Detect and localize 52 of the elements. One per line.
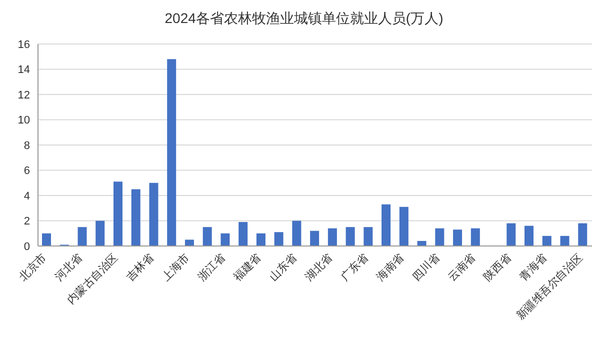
- bar: [382, 204, 391, 246]
- y-tick-label: 10: [18, 114, 30, 127]
- bar: [167, 59, 176, 246]
- bar: [149, 182, 158, 246]
- x-tick-label: 福建省: [230, 250, 264, 284]
- x-tick-label: 广东省: [338, 250, 371, 284]
- y-tick-label: 12: [18, 89, 30, 102]
- bar: [256, 233, 266, 246]
- bar: [292, 220, 302, 246]
- x-tick-label: 陕西省: [481, 250, 514, 284]
- x-tick-label: 吉林省: [124, 250, 156, 284]
- y-tick-label: 8: [24, 140, 30, 152]
- bar: [560, 236, 570, 246]
- chart-title: 2024各省农林牧渔业城镇单位就业人员(万人): [164, 9, 444, 28]
- bar: [238, 222, 248, 246]
- x-tick-label: 山东省: [266, 250, 300, 284]
- bar: [113, 182, 122, 246]
- bar: [453, 230, 462, 246]
- bar: [96, 220, 105, 246]
- x-tick-label: 上海市: [160, 250, 192, 284]
- bar: [78, 227, 87, 246]
- y-tick-label: 14: [18, 64, 30, 76]
- x-tick-label: 北京市: [16, 250, 50, 284]
- y-tick-label: 2: [24, 216, 30, 228]
- bar: [328, 228, 337, 246]
- bar: [542, 236, 552, 246]
- bar: [184, 240, 194, 246]
- bar: [364, 227, 373, 246]
- x-tick-label: 四川省: [410, 250, 442, 284]
- bar: [578, 223, 588, 246]
- y-tick-label: 16: [18, 38, 30, 51]
- bar: [506, 223, 516, 246]
- bar: [202, 227, 212, 246]
- bar: [274, 232, 284, 246]
- bar: [220, 233, 230, 246]
- x-tick-label: 河北省: [52, 250, 85, 284]
- bar: [470, 228, 480, 246]
- bar: [435, 228, 444, 246]
- bar: [131, 189, 140, 246]
- x-tick-label: 云南省: [445, 250, 478, 284]
- y-tick-label: 4: [24, 190, 30, 202]
- bar: [42, 233, 51, 246]
- x-tick-label: 浙江省: [195, 250, 228, 284]
- bar: [399, 206, 408, 246]
- bar: [310, 230, 320, 246]
- y-tick-label: 0: [24, 240, 30, 253]
- bar: [346, 227, 355, 246]
- x-tick-label: 湖北省: [302, 250, 335, 284]
- x-tick-label: 海南省: [374, 250, 406, 284]
- x-tick-label: 青海省: [516, 250, 550, 284]
- bar: [524, 226, 534, 246]
- y-tick-label: 6: [24, 165, 30, 178]
